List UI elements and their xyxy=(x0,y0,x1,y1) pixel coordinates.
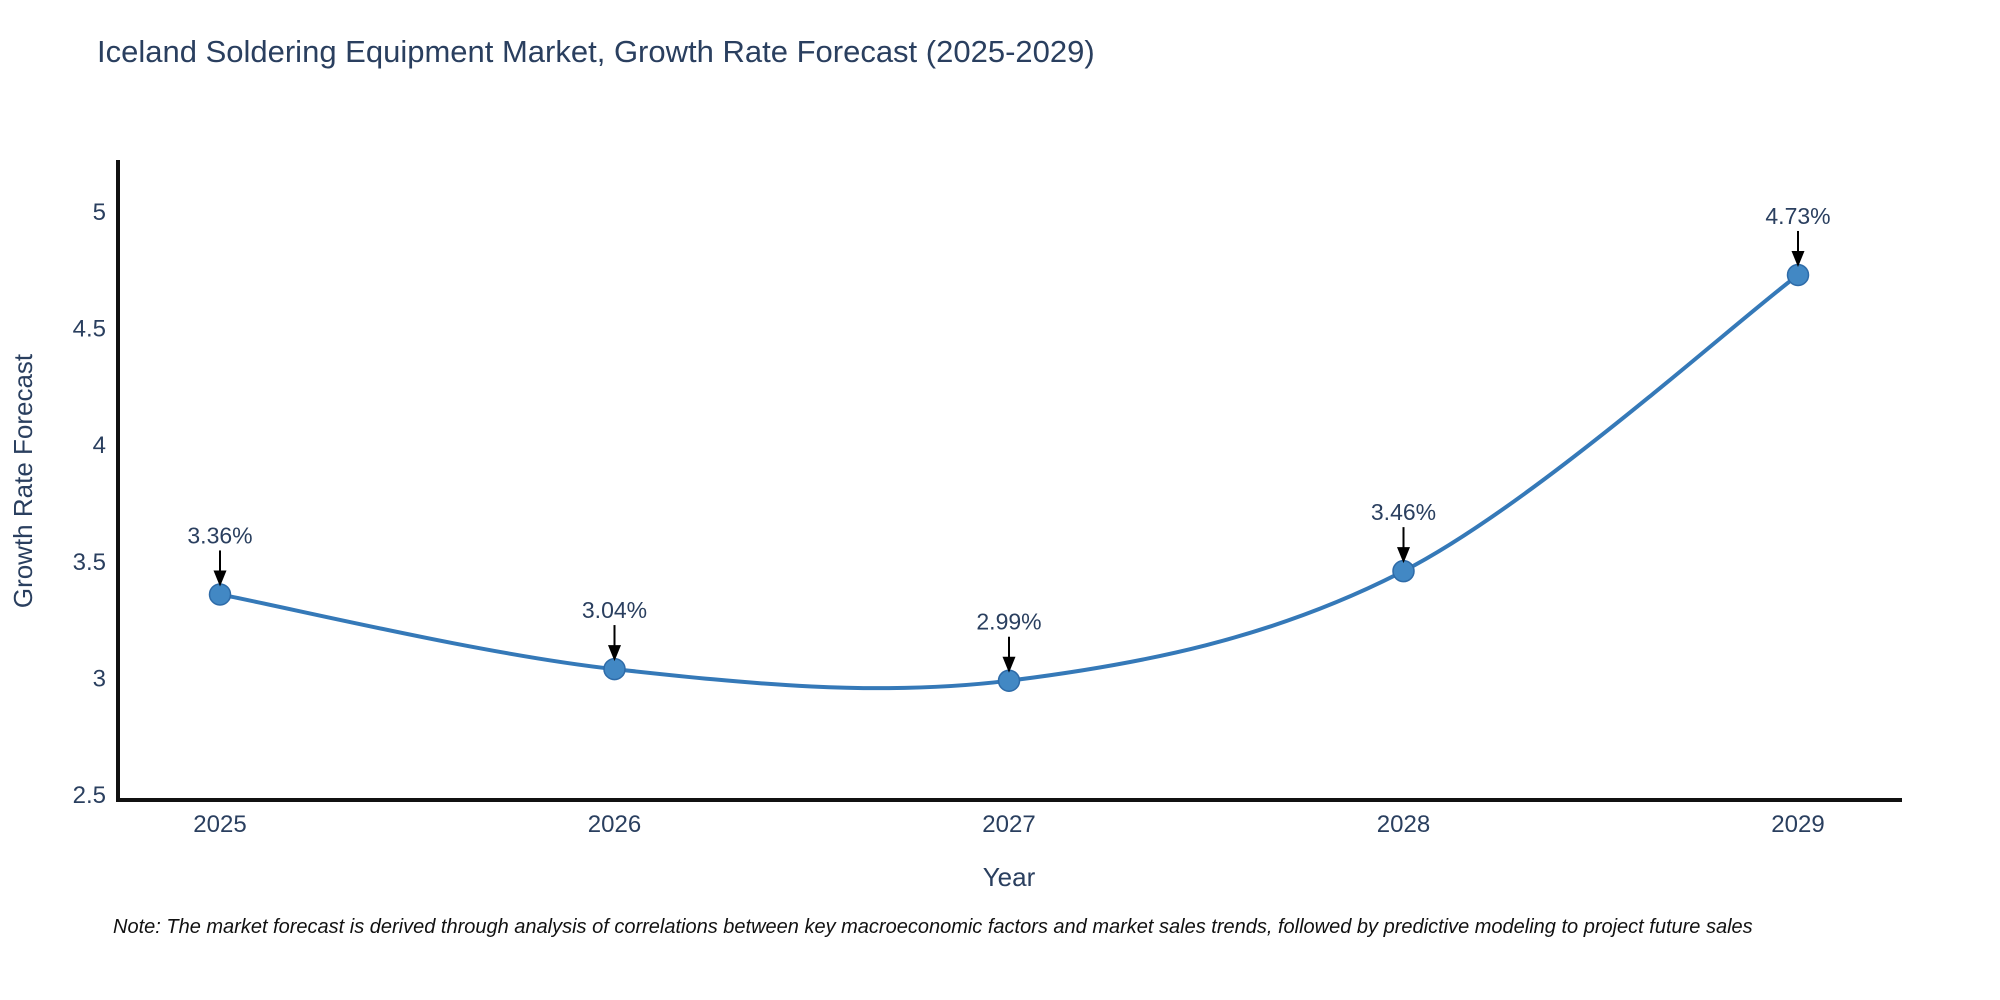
x-tick-label: 2027 xyxy=(982,811,1035,838)
x-axis-title: Year xyxy=(983,862,1036,892)
annotation-label: 3.36% xyxy=(187,522,252,548)
chart-title: Iceland Soldering Equipment Market, Grow… xyxy=(97,34,1095,69)
x-tick-label: 2029 xyxy=(1771,811,1824,838)
y-tick-label: 5 xyxy=(93,199,106,226)
annotation-arrowhead xyxy=(1397,547,1410,564)
y-axis-title: Growth Rate Forecast xyxy=(8,353,38,608)
annotation-label: 3.04% xyxy=(582,597,647,623)
data-point-marker xyxy=(997,669,1021,692)
y-tick-label: 3 xyxy=(93,665,106,692)
data-point-marker xyxy=(603,657,626,681)
data-point-marker xyxy=(1392,559,1415,583)
annotation-label: 2.99% xyxy=(976,609,1041,635)
annotation-arrowhead xyxy=(1002,656,1016,673)
annotation-label: 4.73% xyxy=(1765,203,1830,229)
x-tick-label: 2028 xyxy=(1377,811,1430,838)
y-tick-label: 4.5 xyxy=(73,316,106,343)
x-tick-label: 2026 xyxy=(588,811,641,838)
y-tick-label: 3.5 xyxy=(73,549,106,576)
x-tick-label: 2025 xyxy=(193,811,246,838)
annotation-arrowhead xyxy=(213,570,227,587)
footnote: Note: The market forecast is derived thr… xyxy=(113,916,1753,938)
annotation-arrowhead xyxy=(608,645,621,662)
data-point-marker xyxy=(208,583,232,606)
y-tick-label: 2.5 xyxy=(73,782,106,809)
annotation-arrowhead xyxy=(1791,250,1805,267)
data-point-marker xyxy=(1786,263,1810,287)
annotation-label: 3.46% xyxy=(1371,499,1436,525)
y-tick-label: 4 xyxy=(93,432,106,459)
